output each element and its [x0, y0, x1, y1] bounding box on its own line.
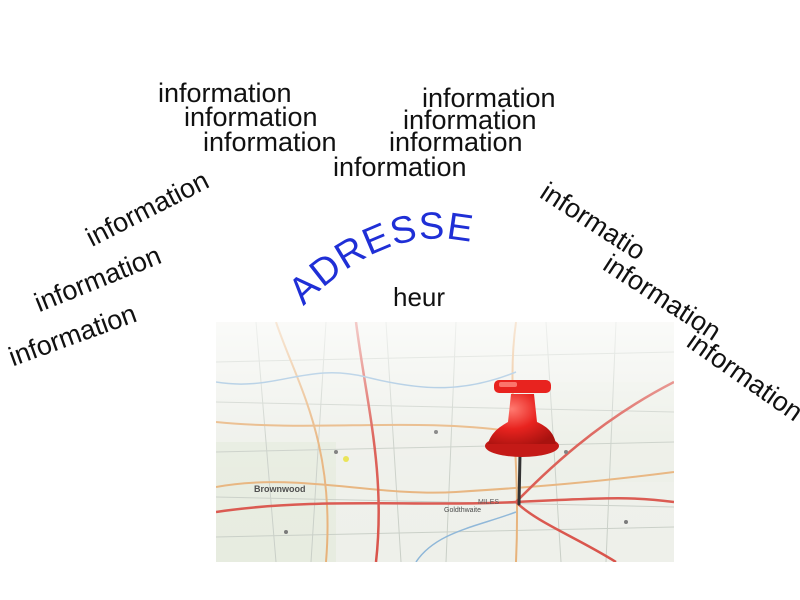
subtitle-heur: heur — [393, 282, 446, 312]
info-text-6: information — [389, 127, 523, 157]
info-text-10: information — [4, 298, 141, 373]
info-text-2: information — [184, 102, 318, 132]
push-pin-icon — [485, 380, 559, 506]
map-image: Brownwood MILES Goldthwaite — [216, 322, 674, 562]
info-text-1: information — [158, 78, 292, 108]
info-text-3: information — [203, 127, 337, 157]
map-illustration: Brownwood MILES Goldthwaite — [216, 322, 674, 562]
info-text-7: information — [333, 152, 467, 182]
info-text-11: informatio — [535, 176, 651, 267]
arc-title: ADRESSE — [281, 205, 477, 313]
info-text-9: information — [30, 240, 166, 318]
info-text-5: information — [403, 105, 537, 135]
arc-title-text: ADRESSE — [281, 205, 477, 313]
info-text-8: information — [80, 165, 214, 253]
arc-title-path: ADRESSE — [281, 205, 476, 313]
info-text-13: information — [681, 325, 800, 427]
info-text-4: information — [422, 83, 556, 113]
